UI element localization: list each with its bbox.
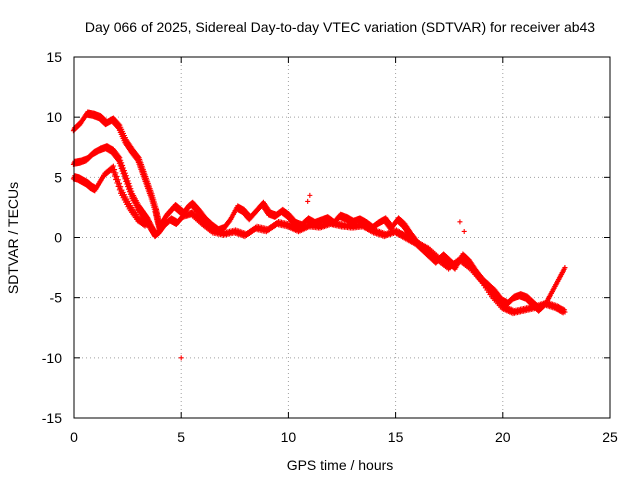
data-point — [560, 268, 566, 274]
data-point — [122, 170, 128, 176]
data-point — [118, 184, 124, 190]
x-tick-label: 15 — [388, 429, 404, 445]
x-tick-label: 10 — [281, 429, 297, 445]
data-point — [307, 192, 313, 198]
y-tick-label: -10 — [42, 350, 62, 366]
data-point — [129, 188, 135, 194]
data-point — [115, 177, 121, 183]
data-point — [117, 155, 123, 161]
data-point — [178, 355, 184, 361]
data-point — [457, 219, 463, 225]
data-point — [121, 168, 127, 174]
data-point — [562, 309, 568, 315]
data-point — [124, 175, 130, 181]
data-point — [562, 265, 568, 271]
y-tick-label: -5 — [50, 290, 63, 306]
y-axis-label: SDTVAR / TECUs — [5, 182, 21, 294]
y-tick-label: 10 — [46, 109, 62, 125]
data-point — [125, 178, 131, 184]
data-point — [126, 180, 132, 186]
y-tick-label: -15 — [42, 410, 62, 426]
data-point — [113, 170, 119, 176]
y-tick-label: 0 — [54, 230, 62, 246]
data-point — [120, 162, 126, 168]
grid — [74, 57, 610, 418]
data-point — [128, 186, 134, 192]
data-point — [114, 173, 120, 179]
x-tick-label: 0 — [70, 429, 78, 445]
data-point — [461, 228, 467, 234]
y-tick-label: 15 — [46, 49, 62, 65]
data-point — [144, 222, 150, 228]
data-point — [112, 167, 118, 173]
x-tick-label: 20 — [495, 429, 511, 445]
data-point — [119, 160, 125, 166]
data-point — [118, 157, 124, 163]
y-tick-label: 5 — [54, 169, 62, 185]
data-point — [305, 198, 311, 204]
data-marks — [70, 109, 568, 361]
data-point — [123, 173, 129, 179]
data-point — [120, 165, 126, 171]
x-tick-label: 5 — [177, 429, 185, 445]
chart-title: Day 066 of 2025, Sidereal Day-to-day VTE… — [85, 19, 595, 35]
x-tick-label: 25 — [602, 429, 618, 445]
data-point — [110, 163, 116, 169]
data-point — [117, 180, 123, 186]
plot-frame — [73, 56, 611, 419]
x-axis-label: GPS time / hours — [287, 457, 394, 473]
data-point — [127, 183, 133, 189]
